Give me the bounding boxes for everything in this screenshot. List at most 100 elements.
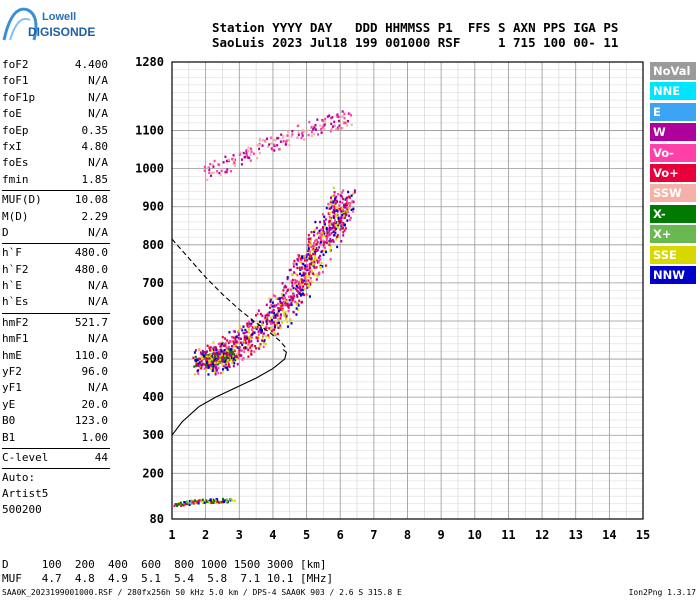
echo-point: [271, 148, 274, 151]
echo-point: [232, 364, 235, 368]
y-tick-label: 500: [142, 352, 164, 366]
echo-point: [240, 163, 243, 166]
echo-point: [204, 351, 207, 354]
echo-point: [235, 343, 238, 346]
auto-line: Auto:: [2, 471, 36, 485]
echo-point: [320, 250, 323, 254]
echo-point: [197, 364, 200, 367]
echo-point: [307, 237, 310, 241]
echo-point: [321, 235, 324, 239]
echo-point: [278, 147, 281, 151]
echo-point: [240, 337, 243, 341]
param-label: yF2: [2, 365, 22, 379]
echo-point: [194, 355, 197, 359]
echo-point: [284, 291, 287, 295]
param-row: yE 20.0: [2, 398, 110, 414]
echo-point: [279, 314, 282, 318]
echo-point: [206, 361, 209, 364]
echo-point: [279, 303, 282, 307]
echo-point: [337, 222, 340, 225]
echo-point: [301, 256, 304, 259]
echo-point: [271, 305, 274, 308]
echo-point: [251, 343, 254, 347]
echo-point: [224, 366, 227, 369]
echo-point: [185, 502, 188, 506]
echo-point: [259, 320, 262, 323]
echo-point: [325, 241, 328, 245]
echo-point: [321, 265, 324, 268]
echo-point: [195, 363, 198, 366]
echo-point: [220, 169, 223, 173]
echo-point: [244, 339, 247, 343]
echo-point: [306, 254, 309, 257]
echo-point: [287, 306, 290, 309]
echo-point: [344, 198, 347, 201]
echo-point: [203, 354, 206, 358]
echo-point: [332, 201, 335, 205]
echo-point: [286, 277, 289, 281]
echo-point: [216, 354, 219, 357]
echo-point: [320, 261, 323, 265]
echo-point: [229, 358, 232, 362]
param-value: N/A: [88, 107, 108, 121]
echo-point: [343, 214, 346, 217]
echo-point: [263, 338, 266, 342]
echo-point: [248, 341, 251, 344]
echo-point: [290, 296, 293, 300]
echo-point: [284, 140, 287, 143]
param-value: 480.0: [74, 262, 108, 276]
echo-point: [333, 234, 336, 237]
echo-point: [269, 322, 272, 325]
echo-point: [308, 268, 311, 271]
echo-point: [333, 125, 336, 128]
echo-point: [332, 240, 335, 243]
echo-point: [224, 344, 227, 348]
echo-point: [309, 237, 312, 240]
echo-point: [237, 351, 240, 355]
echo-point: [261, 144, 264, 147]
echo-point: [310, 134, 313, 137]
echo-point: [339, 194, 342, 197]
echo-point: [250, 353, 253, 356]
echo-point: [241, 343, 244, 346]
echo-point: [309, 252, 312, 255]
echo-point: [350, 208, 353, 212]
echo-point: [303, 282, 306, 286]
echo-point: [335, 222, 338, 225]
echo-point: [253, 325, 256, 329]
echo-point: [344, 121, 347, 125]
echo-point: [333, 216, 336, 220]
echo-point: [177, 502, 180, 506]
echo-point: [250, 336, 253, 339]
echo-point: [217, 342, 220, 346]
echo-point: [232, 348, 235, 351]
echo-point: [292, 262, 295, 266]
echo-point: [265, 303, 268, 307]
echo-point: [324, 117, 327, 121]
param-row: foF2 4.400: [2, 58, 110, 74]
echo-point: [208, 168, 211, 171]
echo-point: [318, 229, 321, 233]
param-separator: [2, 447, 110, 449]
echo-point: [282, 289, 285, 292]
param-value: 480.0: [74, 246, 108, 260]
param-row: h`Es N/A: [2, 295, 110, 311]
echo-point: [243, 332, 246, 335]
echo-point: [282, 297, 285, 301]
echo-point: [257, 309, 260, 312]
echo-point: [315, 278, 318, 281]
echo-point: [310, 230, 313, 234]
echo-point: [248, 338, 251, 341]
param-value: 2.29: [81, 209, 109, 223]
echo-point: [201, 349, 204, 353]
echo-point: [246, 322, 249, 326]
param-value: 0.35: [81, 123, 109, 137]
echo-point: [180, 504, 183, 507]
echo-point: [301, 281, 304, 284]
echo-point: [316, 275, 319, 278]
echo-point: [227, 362, 230, 366]
echo-point: [288, 268, 291, 272]
echo-point: [304, 264, 307, 267]
echo-point: [273, 320, 276, 323]
echo-point: [288, 303, 291, 306]
